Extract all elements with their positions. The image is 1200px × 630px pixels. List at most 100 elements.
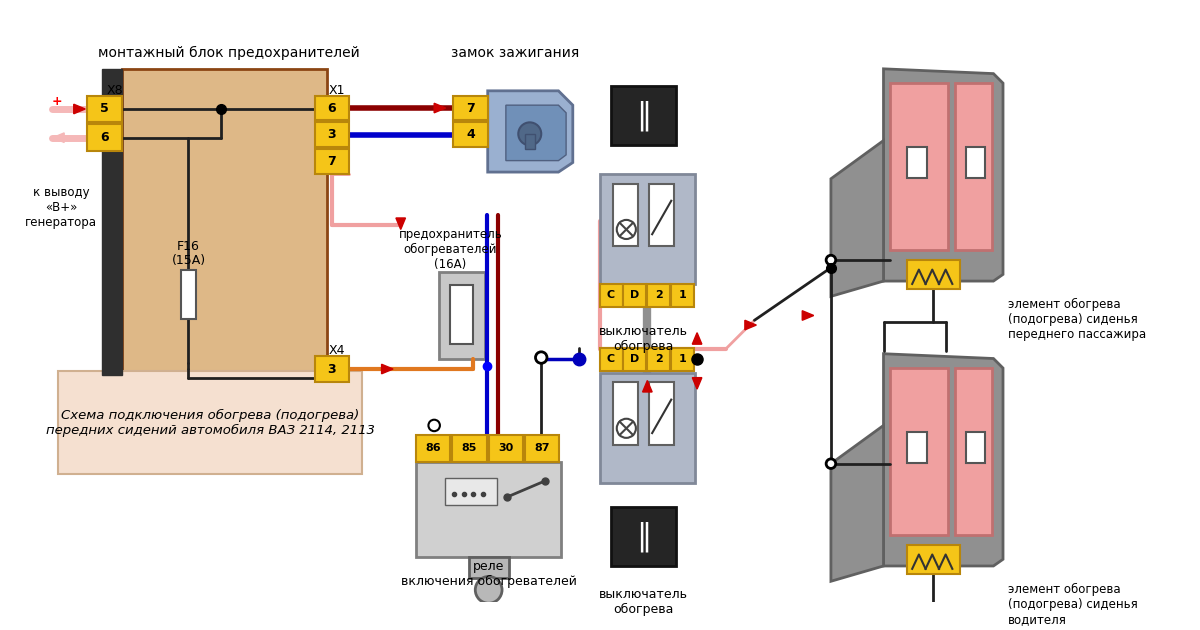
Text: X1: X1 [329, 84, 346, 97]
Bar [890, 368, 948, 536]
Bar [671, 284, 695, 307]
Text: 85: 85 [462, 444, 478, 454]
Bar [600, 174, 695, 284]
Bar [907, 432, 926, 462]
Text: (15A): (15A) [172, 253, 205, 266]
Text: 2: 2 [655, 355, 662, 365]
Bar [445, 478, 497, 505]
Bar [314, 149, 349, 174]
Text: ‖: ‖ [636, 100, 652, 131]
Bar [102, 69, 121, 375]
Bar [439, 272, 485, 358]
Text: реле
включения обогревателей: реле включения обогревателей [401, 559, 576, 588]
Bar [611, 86, 676, 146]
Polygon shape [434, 103, 445, 113]
Polygon shape [883, 353, 1003, 566]
Bar [121, 69, 328, 375]
Bar [416, 462, 562, 558]
Text: 86: 86 [425, 444, 442, 454]
Text: 4: 4 [466, 129, 475, 141]
Polygon shape [396, 218, 406, 229]
Polygon shape [692, 333, 702, 344]
Bar [671, 348, 695, 371]
Polygon shape [506, 105, 566, 161]
Circle shape [617, 419, 636, 438]
Text: элемент обогрева
(подогрева) сиденья
переднего пассажира: элемент обогрева (подогрева) сиденья пер… [1008, 298, 1146, 341]
Text: F16: F16 [178, 240, 200, 253]
Text: 1: 1 [679, 355, 686, 365]
Bar [454, 122, 487, 147]
Text: монтажный блок предохранителей: монтажный блок предохранителей [97, 45, 360, 60]
Text: +: + [52, 95, 62, 108]
Bar [907, 260, 960, 289]
Text: к выводу
«В+»
генератора: к выводу «В+» генератора [25, 186, 97, 229]
Text: Схема подключения обогрева (подогрева)
передних сидений автомобиля ВАЗ 2114, 211: Схема подключения обогрева (подогрева) п… [46, 408, 374, 437]
Text: 3: 3 [328, 129, 336, 141]
Bar [452, 435, 487, 462]
Bar [966, 432, 985, 462]
Bar [59, 371, 362, 474]
Bar [649, 382, 674, 445]
Circle shape [428, 420, 440, 431]
Text: элемент обогрева
(подогрева) сиденья
водителя: элемент обогрева (подогрева) сиденья вод… [1008, 583, 1138, 626]
Bar [600, 373, 695, 483]
Bar [600, 284, 623, 307]
Bar [314, 96, 349, 120]
Bar [613, 382, 638, 445]
Text: замок зажигания: замок зажигания [451, 45, 580, 60]
Bar [649, 183, 674, 246]
Text: 3: 3 [328, 362, 336, 375]
Text: 7: 7 [328, 155, 336, 168]
Bar [624, 348, 647, 371]
Bar [611, 507, 676, 566]
Text: 5: 5 [100, 103, 109, 115]
Polygon shape [692, 377, 702, 389]
Bar [890, 83, 948, 251]
Circle shape [535, 352, 547, 364]
Text: D: D [630, 290, 640, 301]
Polygon shape [642, 381, 652, 392]
Polygon shape [487, 91, 572, 172]
Bar [647, 348, 671, 371]
Bar [468, 558, 509, 578]
Bar [600, 348, 623, 371]
Polygon shape [883, 69, 1003, 281]
Bar [647, 284, 671, 307]
Text: D: D [630, 355, 640, 365]
Text: 7: 7 [466, 101, 475, 115]
Bar [907, 147, 926, 178]
Polygon shape [803, 311, 814, 320]
Bar [907, 545, 960, 574]
Bar [88, 96, 121, 122]
Text: выключатель
обогрева: выключатель обогрева [599, 588, 688, 616]
Polygon shape [830, 425, 883, 581]
Circle shape [518, 122, 541, 146]
Bar [955, 368, 991, 536]
Bar [613, 183, 638, 246]
Circle shape [617, 220, 636, 239]
Polygon shape [382, 364, 394, 374]
Circle shape [826, 255, 835, 265]
Text: X8: X8 [107, 84, 122, 97]
Text: 30: 30 [498, 444, 514, 454]
Bar [314, 356, 349, 382]
Bar [524, 435, 559, 462]
Polygon shape [830, 140, 883, 296]
Text: 6: 6 [100, 131, 109, 144]
Bar [524, 134, 534, 149]
Text: выключатель
обогрева: выключатель обогрева [599, 325, 688, 353]
Bar [416, 435, 450, 462]
Bar [966, 147, 985, 178]
Bar [955, 83, 991, 251]
Text: 6: 6 [328, 101, 336, 115]
Bar [181, 270, 196, 319]
Text: ‖: ‖ [636, 521, 652, 552]
Text: 1: 1 [679, 290, 686, 301]
Circle shape [826, 459, 835, 469]
Polygon shape [73, 104, 85, 114]
Text: 87: 87 [534, 444, 550, 454]
Polygon shape [745, 320, 756, 330]
Text: C: C [607, 355, 616, 365]
Circle shape [475, 576, 502, 604]
Text: C: C [607, 290, 616, 301]
